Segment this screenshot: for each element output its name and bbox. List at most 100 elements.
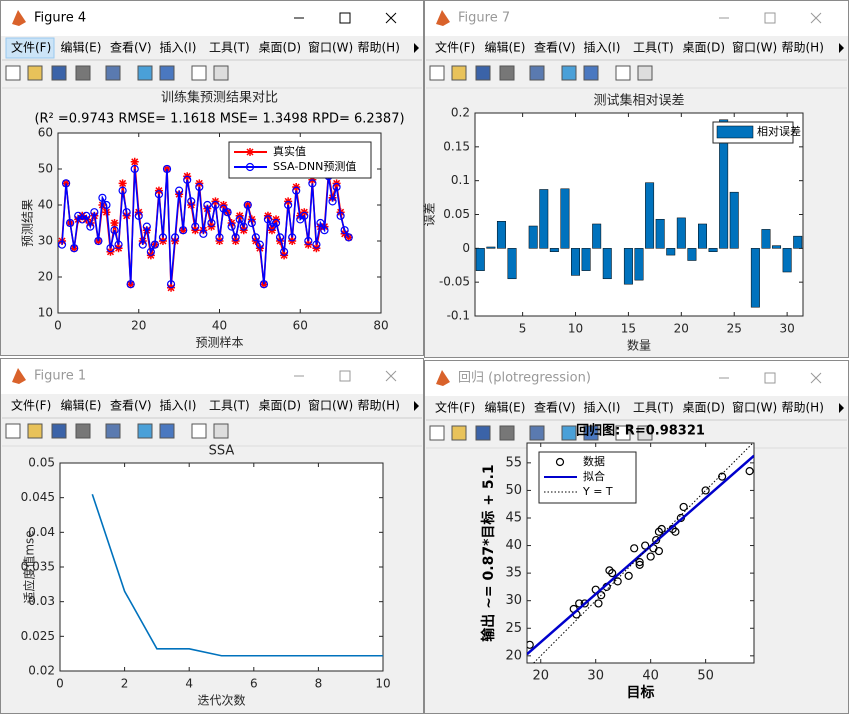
menu-item[interactable]: 桌面(D) <box>683 41 726 55</box>
close[interactable] <box>385 12 397 24</box>
close[interactable] <box>385 370 397 382</box>
toolbar-button[interactable] <box>615 65 631 81</box>
toolbar-button[interactable] <box>137 65 153 81</box>
marker <box>223 208 232 217</box>
toolbar-button[interactable] <box>561 425 577 441</box>
menu-item[interactable]: 插入(I) <box>160 41 197 55</box>
toolbar-button[interactable] <box>5 65 21 81</box>
toolbar-button[interactable] <box>27 65 43 81</box>
toolbar-button[interactable] <box>429 425 445 441</box>
maximize[interactable] <box>339 12 351 24</box>
marker <box>271 218 281 228</box>
menu-item[interactable]: 文件(F) <box>435 40 475 55</box>
menu-item[interactable]: 桌面(D) <box>683 401 726 415</box>
toolbar-button[interactable] <box>105 423 121 439</box>
plot-area <box>527 443 754 663</box>
toolbar-button[interactable] <box>213 65 229 81</box>
menu-item[interactable]: 插入(I) <box>584 41 621 55</box>
menu-item[interactable]: 窗口(W) <box>308 41 353 55</box>
menu-item[interactable]: 窗口(W) <box>732 41 777 55</box>
close[interactable] <box>810 372 822 384</box>
menu-item[interactable]: 编辑(E) <box>485 40 526 55</box>
app-icon <box>436 370 450 386</box>
menu-item[interactable]: 窗口(W) <box>732 401 777 415</box>
menu-item[interactable]: 帮助(H) <box>358 399 400 413</box>
toolbar-button[interactable] <box>75 65 91 81</box>
toolbar-button[interactable] <box>451 65 467 81</box>
window-title: Figure 1 <box>34 369 86 384</box>
menu-item[interactable]: 帮助(H) <box>782 401 824 415</box>
app-icon <box>12 10 26 26</box>
toolbar-button[interactable] <box>137 423 153 439</box>
marker <box>199 229 208 238</box>
menu-item[interactable]: 文件(F) <box>435 400 475 415</box>
menu-item[interactable]: 帮助(H) <box>358 41 400 55</box>
menu-item[interactable]: 桌面(D) <box>259 399 302 413</box>
menu-item[interactable]: 工具(T) <box>633 41 674 55</box>
legend-label: SSA-DNN预测值 <box>273 160 356 173</box>
toolbar-button[interactable] <box>499 425 515 441</box>
marker <box>300 211 309 220</box>
menu-item[interactable]: 编辑(E) <box>485 400 526 415</box>
marker <box>138 240 147 249</box>
menu-item[interactable]: 工具(T) <box>633 401 674 415</box>
y-tick-label: 55 <box>505 455 522 470</box>
menu-item[interactable]: 查看(V) <box>110 399 152 413</box>
menu-item[interactable]: 编辑(E) <box>61 398 102 413</box>
toolbar-button[interactable] <box>5 423 21 439</box>
toolbar-button[interactable] <box>529 65 545 81</box>
toolbar-button[interactable] <box>475 425 491 441</box>
toolbar-button[interactable] <box>583 425 599 441</box>
toolbar-button[interactable] <box>637 65 653 81</box>
toolbar-button[interactable] <box>529 425 545 441</box>
marker <box>102 200 111 210</box>
toolbar-button[interactable] <box>75 423 91 439</box>
toolbar-button[interactable] <box>637 425 653 441</box>
toolbar-button[interactable] <box>159 423 175 439</box>
toolbar-button[interactable] <box>159 65 175 81</box>
marker <box>654 527 664 536</box>
marker <box>630 544 639 553</box>
marker <box>179 226 188 235</box>
toolbar-button[interactable] <box>615 425 631 441</box>
toolbar-button[interactable] <box>451 425 467 441</box>
menu-item[interactable]: 帮助(H) <box>782 41 824 55</box>
menu-item[interactable]: 工具(T) <box>209 41 250 55</box>
menu-item[interactable]: 编辑(E) <box>61 40 102 55</box>
bar <box>486 246 496 249</box>
marker <box>555 457 565 467</box>
toolbar-button[interactable] <box>213 423 229 439</box>
y-tick-label: 25 <box>505 621 522 636</box>
menu-item[interactable]: 查看(V) <box>534 41 576 55</box>
toolbar-button[interactable] <box>51 65 67 81</box>
menu-item[interactable]: 插入(I) <box>584 401 621 415</box>
maximize[interactable] <box>339 370 351 382</box>
maximize[interactable] <box>764 12 776 24</box>
toolbar-button[interactable] <box>191 423 207 439</box>
toolbar-button[interactable] <box>429 65 445 81</box>
toolbar-button[interactable] <box>499 65 515 81</box>
close[interactable] <box>810 12 822 24</box>
x-tick-label: 20 <box>532 669 549 684</box>
menu-item[interactable]: 插入(I) <box>160 399 197 413</box>
menu-item[interactable]: 查看(V) <box>110 41 152 55</box>
legend-label: 数据 <box>583 454 605 468</box>
chart-subtitle: (R² =0.9743 RMSE= 1.1618 MSE= 1.3498 RPD… <box>34 112 404 127</box>
toolbar-button[interactable] <box>27 423 43 439</box>
marker <box>154 190 164 199</box>
menu-item[interactable]: 窗口(W) <box>308 399 353 413</box>
toolbar-button[interactable] <box>51 423 67 439</box>
toolbar-button[interactable] <box>191 65 207 81</box>
maximize[interactable] <box>764 372 776 384</box>
menu-item[interactable]: 文件(F) <box>11 398 51 413</box>
menu-item[interactable]: 桌面(D) <box>259 41 302 55</box>
menu-item[interactable]: 查看(V) <box>534 401 576 415</box>
menu-item[interactable]: 文件(F) <box>11 40 51 55</box>
menu-item[interactable]: 工具(T) <box>209 399 250 413</box>
toolbar-button[interactable] <box>583 65 599 81</box>
toolbar-button[interactable] <box>561 65 577 81</box>
toolbar-button[interactable] <box>105 65 121 81</box>
marker <box>251 233 260 242</box>
y-tick-label: 0.05 <box>28 456 55 470</box>
toolbar-button[interactable] <box>475 65 491 81</box>
